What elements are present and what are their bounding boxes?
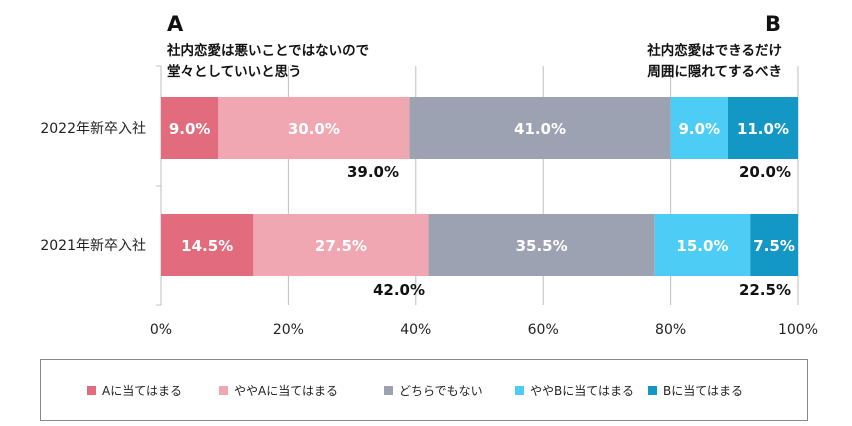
header-text-b: 社内恋愛はできるだけ 周囲に隠れてするべき [647,41,782,83]
legend-label: Bに当てはまる [663,384,743,398]
bar-segment [409,97,671,159]
legend-swatch [515,386,524,395]
bar-labels: 9.0% 30.0% 41.0% 9.0% 11.0% 14.5% 27.5% 35.5% 15… [169,120,795,255]
bar-value-label: 15.0% [676,237,728,255]
bar-value-label: 30.0% [288,120,340,138]
bar-value-label: 35.5% [516,237,568,255]
bar-segment [428,214,655,276]
legend-item: Bに当てはまる [648,382,743,399]
bar-segment [161,97,219,159]
legend-item: どちらでもない [384,382,483,399]
header-text-b-line-2: 周囲に隠れてするべき [647,64,782,80]
legend-label: どちらでもない [399,384,483,398]
header-text-b-line-1: 社内恋愛はできるだけ [647,43,782,59]
legend-label: ややBに当てはまる [530,384,634,398]
header-letter-b: B [765,12,782,36]
header-text-a-line-2: 堂々としていいと思う [167,64,302,80]
bar-segment [750,214,798,276]
header-text-a: 社内恋愛は悪いことではないので 堂々としていいと思う [167,41,369,83]
header-text-a-line-1: 社内恋愛は悪いことではないので [167,43,370,59]
total-b-label: 20.0% [739,163,791,181]
legend-label: ややAに当てはまる [234,384,338,398]
total-a-label: 42.0% [373,281,425,299]
legend: Aに当てはまる ややAに当てはまる どちらでもない ややBに当てはまる Bに当てはまる [40,359,808,421]
bar-value-label: 27.5% [315,237,367,255]
legend-swatch [87,386,96,395]
legend-item: Aに当てはまる [87,382,182,399]
x-tick-label: 60% [528,322,559,338]
bar-value-label: 9.0% [169,120,211,138]
x-tick-label: 40% [400,322,431,338]
category-label: 2021年新卒入社 [40,238,146,254]
y-axis [156,65,162,306]
legend-swatch [384,386,393,395]
bar-value-label: 41.0% [514,120,566,138]
bar-segment [727,97,798,159]
bar-value-label: 11.0% [737,120,789,138]
bar-segment [161,214,254,276]
x-tick-label: 100% [778,322,818,338]
legend-label: Aに当てはまる [102,384,182,398]
bar-value-label: 9.0% [678,120,720,138]
total-a-label: 39.0% [347,163,399,181]
legend-swatch [219,386,228,395]
bar-segment [253,214,429,276]
bar-segment [654,214,751,276]
legend-item: ややAに当てはまる [219,382,338,399]
x-tick-label: 0% [150,322,172,338]
bar-value-label: 14.5% [181,237,233,255]
bar-segment [218,97,410,159]
x-tick-label: 80% [655,322,686,338]
header-letter-a: A [167,12,184,36]
x-tick-labels: 0% 20% 40% 60% 80% 100% [150,322,818,338]
bar-value-label: 7.5% [753,237,795,255]
category-label: 2022年新卒入社 [40,121,146,137]
total-labels: 39.0% 20.0% 42.0% 22.5% [347,163,791,299]
x-tick-label: 20% [273,322,304,338]
bar-segment [670,97,728,159]
bars [161,97,798,276]
category-labels: 2022年新卒入社 2021年新卒入社 [40,121,146,254]
legend-swatch [648,386,657,395]
total-b-label: 22.5% [739,281,791,299]
legend-item: ややBに当てはまる [515,382,634,399]
